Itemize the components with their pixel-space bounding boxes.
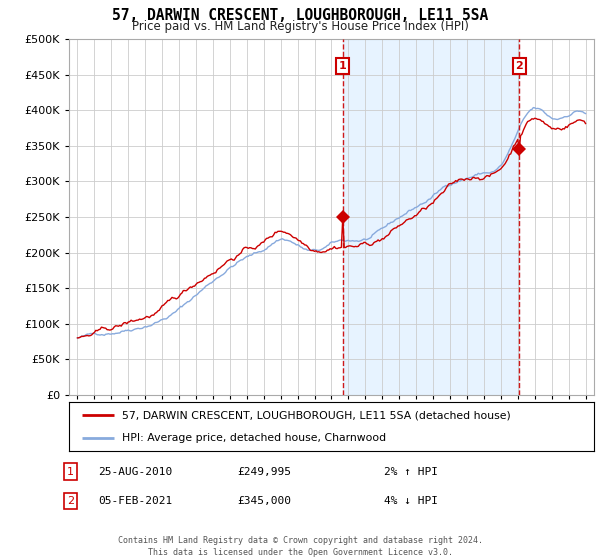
Text: 4% ↓ HPI: 4% ↓ HPI xyxy=(384,496,438,506)
Text: 25-AUG-2010: 25-AUG-2010 xyxy=(98,466,172,477)
Text: 1: 1 xyxy=(338,61,346,71)
Bar xyxy=(343,39,520,395)
Text: 05-FEB-2021: 05-FEB-2021 xyxy=(98,496,172,506)
Text: HPI: Average price, detached house, Charnwood: HPI: Average price, detached house, Char… xyxy=(121,433,386,444)
Text: 1: 1 xyxy=(67,466,74,477)
Text: 57, DARWIN CRESCENT, LOUGHBOROUGH, LE11 5SA (detached house): 57, DARWIN CRESCENT, LOUGHBOROUGH, LE11 … xyxy=(121,410,510,421)
Text: Contains HM Land Registry data © Crown copyright and database right 2024.
This d: Contains HM Land Registry data © Crown c… xyxy=(118,536,482,557)
Text: 2: 2 xyxy=(515,61,523,71)
Text: £249,995: £249,995 xyxy=(237,466,291,477)
Text: Price paid vs. HM Land Registry's House Price Index (HPI): Price paid vs. HM Land Registry's House … xyxy=(131,20,469,32)
Text: 57, DARWIN CRESCENT, LOUGHBOROUGH, LE11 5SA: 57, DARWIN CRESCENT, LOUGHBOROUGH, LE11 … xyxy=(112,8,488,24)
Text: £345,000: £345,000 xyxy=(237,496,291,506)
Text: 2% ↑ HPI: 2% ↑ HPI xyxy=(384,466,438,477)
Text: 2: 2 xyxy=(67,496,74,506)
